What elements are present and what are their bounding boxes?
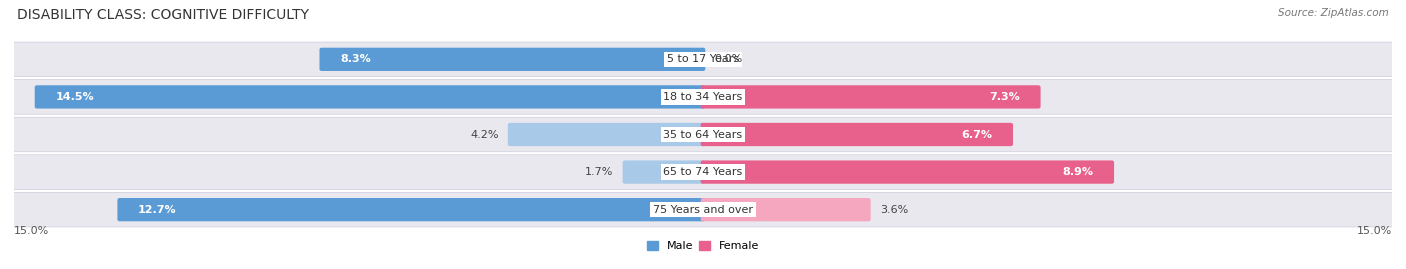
Text: 18 to 34 Years: 18 to 34 Years	[664, 92, 742, 102]
FancyBboxPatch shape	[8, 192, 1398, 227]
FancyBboxPatch shape	[700, 85, 1040, 109]
Text: 7.3%: 7.3%	[990, 92, 1019, 102]
Text: 5 to 17 Years: 5 to 17 Years	[666, 54, 740, 64]
Text: 12.7%: 12.7%	[138, 205, 177, 215]
Text: 8.9%: 8.9%	[1063, 167, 1094, 177]
Text: 15.0%: 15.0%	[1357, 226, 1392, 236]
FancyBboxPatch shape	[8, 42, 1398, 77]
FancyBboxPatch shape	[35, 85, 706, 109]
FancyBboxPatch shape	[8, 80, 1398, 114]
Text: 1.7%: 1.7%	[585, 167, 613, 177]
Text: 3.6%: 3.6%	[880, 205, 908, 215]
FancyBboxPatch shape	[700, 198, 870, 221]
Text: 65 to 74 Years: 65 to 74 Years	[664, 167, 742, 177]
FancyBboxPatch shape	[623, 160, 706, 184]
Text: Source: ZipAtlas.com: Source: ZipAtlas.com	[1278, 8, 1389, 18]
Text: 75 Years and over: 75 Years and over	[652, 205, 754, 215]
FancyBboxPatch shape	[117, 198, 706, 221]
FancyBboxPatch shape	[700, 123, 1012, 146]
Text: DISABILITY CLASS: COGNITIVE DIFFICULTY: DISABILITY CLASS: COGNITIVE DIFFICULTY	[17, 8, 309, 22]
FancyBboxPatch shape	[508, 123, 706, 146]
FancyBboxPatch shape	[8, 155, 1398, 189]
Text: 14.5%: 14.5%	[55, 92, 94, 102]
FancyBboxPatch shape	[700, 160, 1114, 184]
Text: 8.3%: 8.3%	[340, 54, 371, 64]
Legend: Male, Female: Male, Female	[643, 236, 763, 256]
FancyBboxPatch shape	[8, 117, 1398, 152]
Text: 4.2%: 4.2%	[470, 129, 499, 140]
Text: 35 to 64 Years: 35 to 64 Years	[664, 129, 742, 140]
Text: 6.7%: 6.7%	[962, 129, 993, 140]
Text: 0.0%: 0.0%	[714, 54, 742, 64]
Text: 15.0%: 15.0%	[14, 226, 49, 236]
FancyBboxPatch shape	[319, 48, 706, 71]
